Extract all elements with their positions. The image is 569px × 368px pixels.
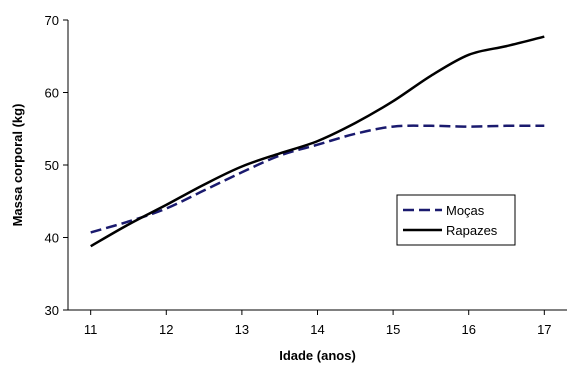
series-lines bbox=[90, 35, 545, 248]
x-tick-label: 17 bbox=[537, 322, 551, 337]
x-tick-label: 11 bbox=[84, 322, 98, 337]
x-tick-label: 15 bbox=[386, 322, 400, 337]
x-tick-label: 13 bbox=[235, 322, 249, 337]
axes bbox=[67, 20, 567, 311]
y-axis-ticks: 30 40 50 60 70 bbox=[45, 13, 68, 318]
x-tick-label: 16 bbox=[461, 322, 475, 337]
legend-label: Moças bbox=[446, 203, 485, 218]
legend: Moças Rapazes bbox=[396, 194, 516, 246]
x-axis-title: Idade (anos) bbox=[279, 348, 356, 363]
x-axis-ticks: 11 12 13 14 15 16 17 bbox=[84, 310, 552, 337]
series-line-rapazes bbox=[90, 35, 545, 248]
y-axis-title: Massa corporal (kg) bbox=[10, 104, 25, 227]
y-tick-label: 30 bbox=[45, 303, 59, 318]
legend-label: Rapazes bbox=[446, 223, 498, 238]
x-tick-label: 12 bbox=[159, 322, 173, 337]
y-tick-label: 70 bbox=[45, 13, 59, 28]
series-line-mocas bbox=[90, 124, 545, 234]
x-tick-label: 14 bbox=[310, 322, 324, 337]
legend-box bbox=[396, 194, 516, 246]
y-tick-label: 40 bbox=[45, 231, 59, 246]
y-tick-label: 60 bbox=[45, 86, 59, 101]
y-tick-label: 50 bbox=[45, 158, 59, 173]
